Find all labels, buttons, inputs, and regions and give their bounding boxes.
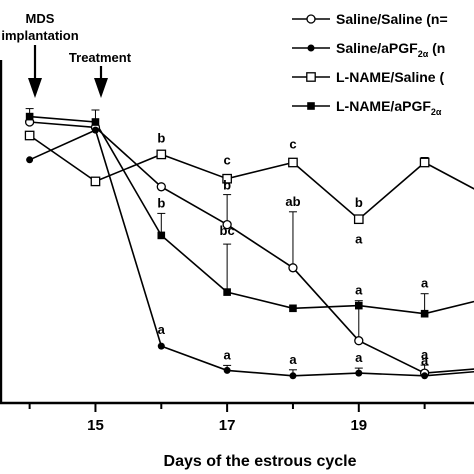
x-tick-label-15: 15 bbox=[87, 417, 104, 434]
implantation-label: implantation bbox=[1, 28, 78, 43]
significance-label: b bbox=[157, 130, 165, 145]
legend-marker-2 bbox=[306, 72, 316, 82]
data-point bbox=[421, 372, 429, 380]
data-point bbox=[288, 263, 298, 273]
legend-marker-3 bbox=[307, 102, 315, 110]
data-point bbox=[354, 336, 364, 346]
data-point bbox=[157, 231, 166, 240]
legend-marker-1 bbox=[307, 44, 315, 52]
series-line-2 bbox=[29, 134, 474, 221]
data-point bbox=[91, 118, 100, 126]
significance-label: b bbox=[157, 195, 165, 210]
series-lines bbox=[29, 115, 474, 377]
legend-label-2: L-NAME/Saline ( bbox=[336, 69, 444, 85]
series-line-0 bbox=[29, 121, 474, 374]
chart-axes: 15 17 19 bbox=[0, 60, 474, 434]
data-point bbox=[24, 130, 35, 141]
data-point bbox=[156, 149, 167, 160]
data-point bbox=[419, 157, 430, 168]
significance-label: a bbox=[355, 283, 363, 298]
data-point bbox=[288, 157, 298, 168]
significance-label: a bbox=[158, 322, 166, 337]
data-point bbox=[289, 372, 297, 380]
data-point bbox=[156, 182, 166, 192]
significance-label: c bbox=[289, 137, 296, 152]
significance-label: a bbox=[224, 347, 232, 362]
significance-label: a bbox=[289, 352, 297, 367]
error-bars bbox=[25, 108, 429, 376]
treatment-annotations: MDS implantation Treatment bbox=[1, 11, 132, 98]
significance-label: bc bbox=[220, 223, 235, 238]
series-line-3 bbox=[29, 115, 474, 315]
data-point bbox=[353, 214, 364, 225]
chart-legend: Saline/Saline (n= Saline/aPGF2α (n L-NAME/… bbox=[292, 11, 448, 117]
significance-label: a bbox=[421, 353, 429, 368]
significance-label: a bbox=[421, 276, 429, 291]
data-point bbox=[222, 173, 232, 184]
data-point bbox=[222, 219, 232, 230]
significance-label: c bbox=[224, 153, 231, 168]
data-point bbox=[420, 309, 429, 318]
significance-label: a bbox=[421, 347, 429, 362]
legend-label-3: L-NAME/aPGF2α bbox=[336, 98, 442, 117]
data-point bbox=[223, 366, 231, 374]
data-point bbox=[157, 342, 165, 350]
mds-arrow-icon bbox=[28, 45, 42, 98]
data-point bbox=[289, 304, 297, 313]
data-point bbox=[91, 126, 99, 134]
x-axis-title: Days of the estrous cycle bbox=[164, 453, 357, 470]
data-point bbox=[355, 369, 363, 377]
data-point bbox=[223, 288, 231, 296]
series-line-1 bbox=[29, 128, 474, 377]
x-tick-label-17: 17 bbox=[219, 417, 236, 434]
x-tick-label-19: 19 bbox=[350, 417, 367, 434]
data-point bbox=[90, 176, 101, 187]
mds-label: MDS bbox=[26, 11, 55, 26]
treatment-arrow-icon bbox=[94, 66, 108, 98]
data-point bbox=[25, 112, 34, 121]
legend-label-0: Saline/Saline (n= bbox=[336, 11, 448, 27]
data-points bbox=[24, 112, 430, 380]
data-point bbox=[26, 156, 34, 164]
significance-label: b bbox=[223, 178, 231, 193]
data-point bbox=[354, 301, 363, 310]
legend-label-1: Saline/aPGF2α (n bbox=[336, 40, 445, 59]
significance-label: ab bbox=[285, 194, 300, 209]
significance-label: a bbox=[355, 232, 363, 247]
treatment-label: Treatment bbox=[69, 50, 132, 65]
significance-label: b bbox=[355, 195, 363, 210]
significance-label: a bbox=[355, 350, 363, 365]
legend-marker-0 bbox=[306, 14, 316, 24]
